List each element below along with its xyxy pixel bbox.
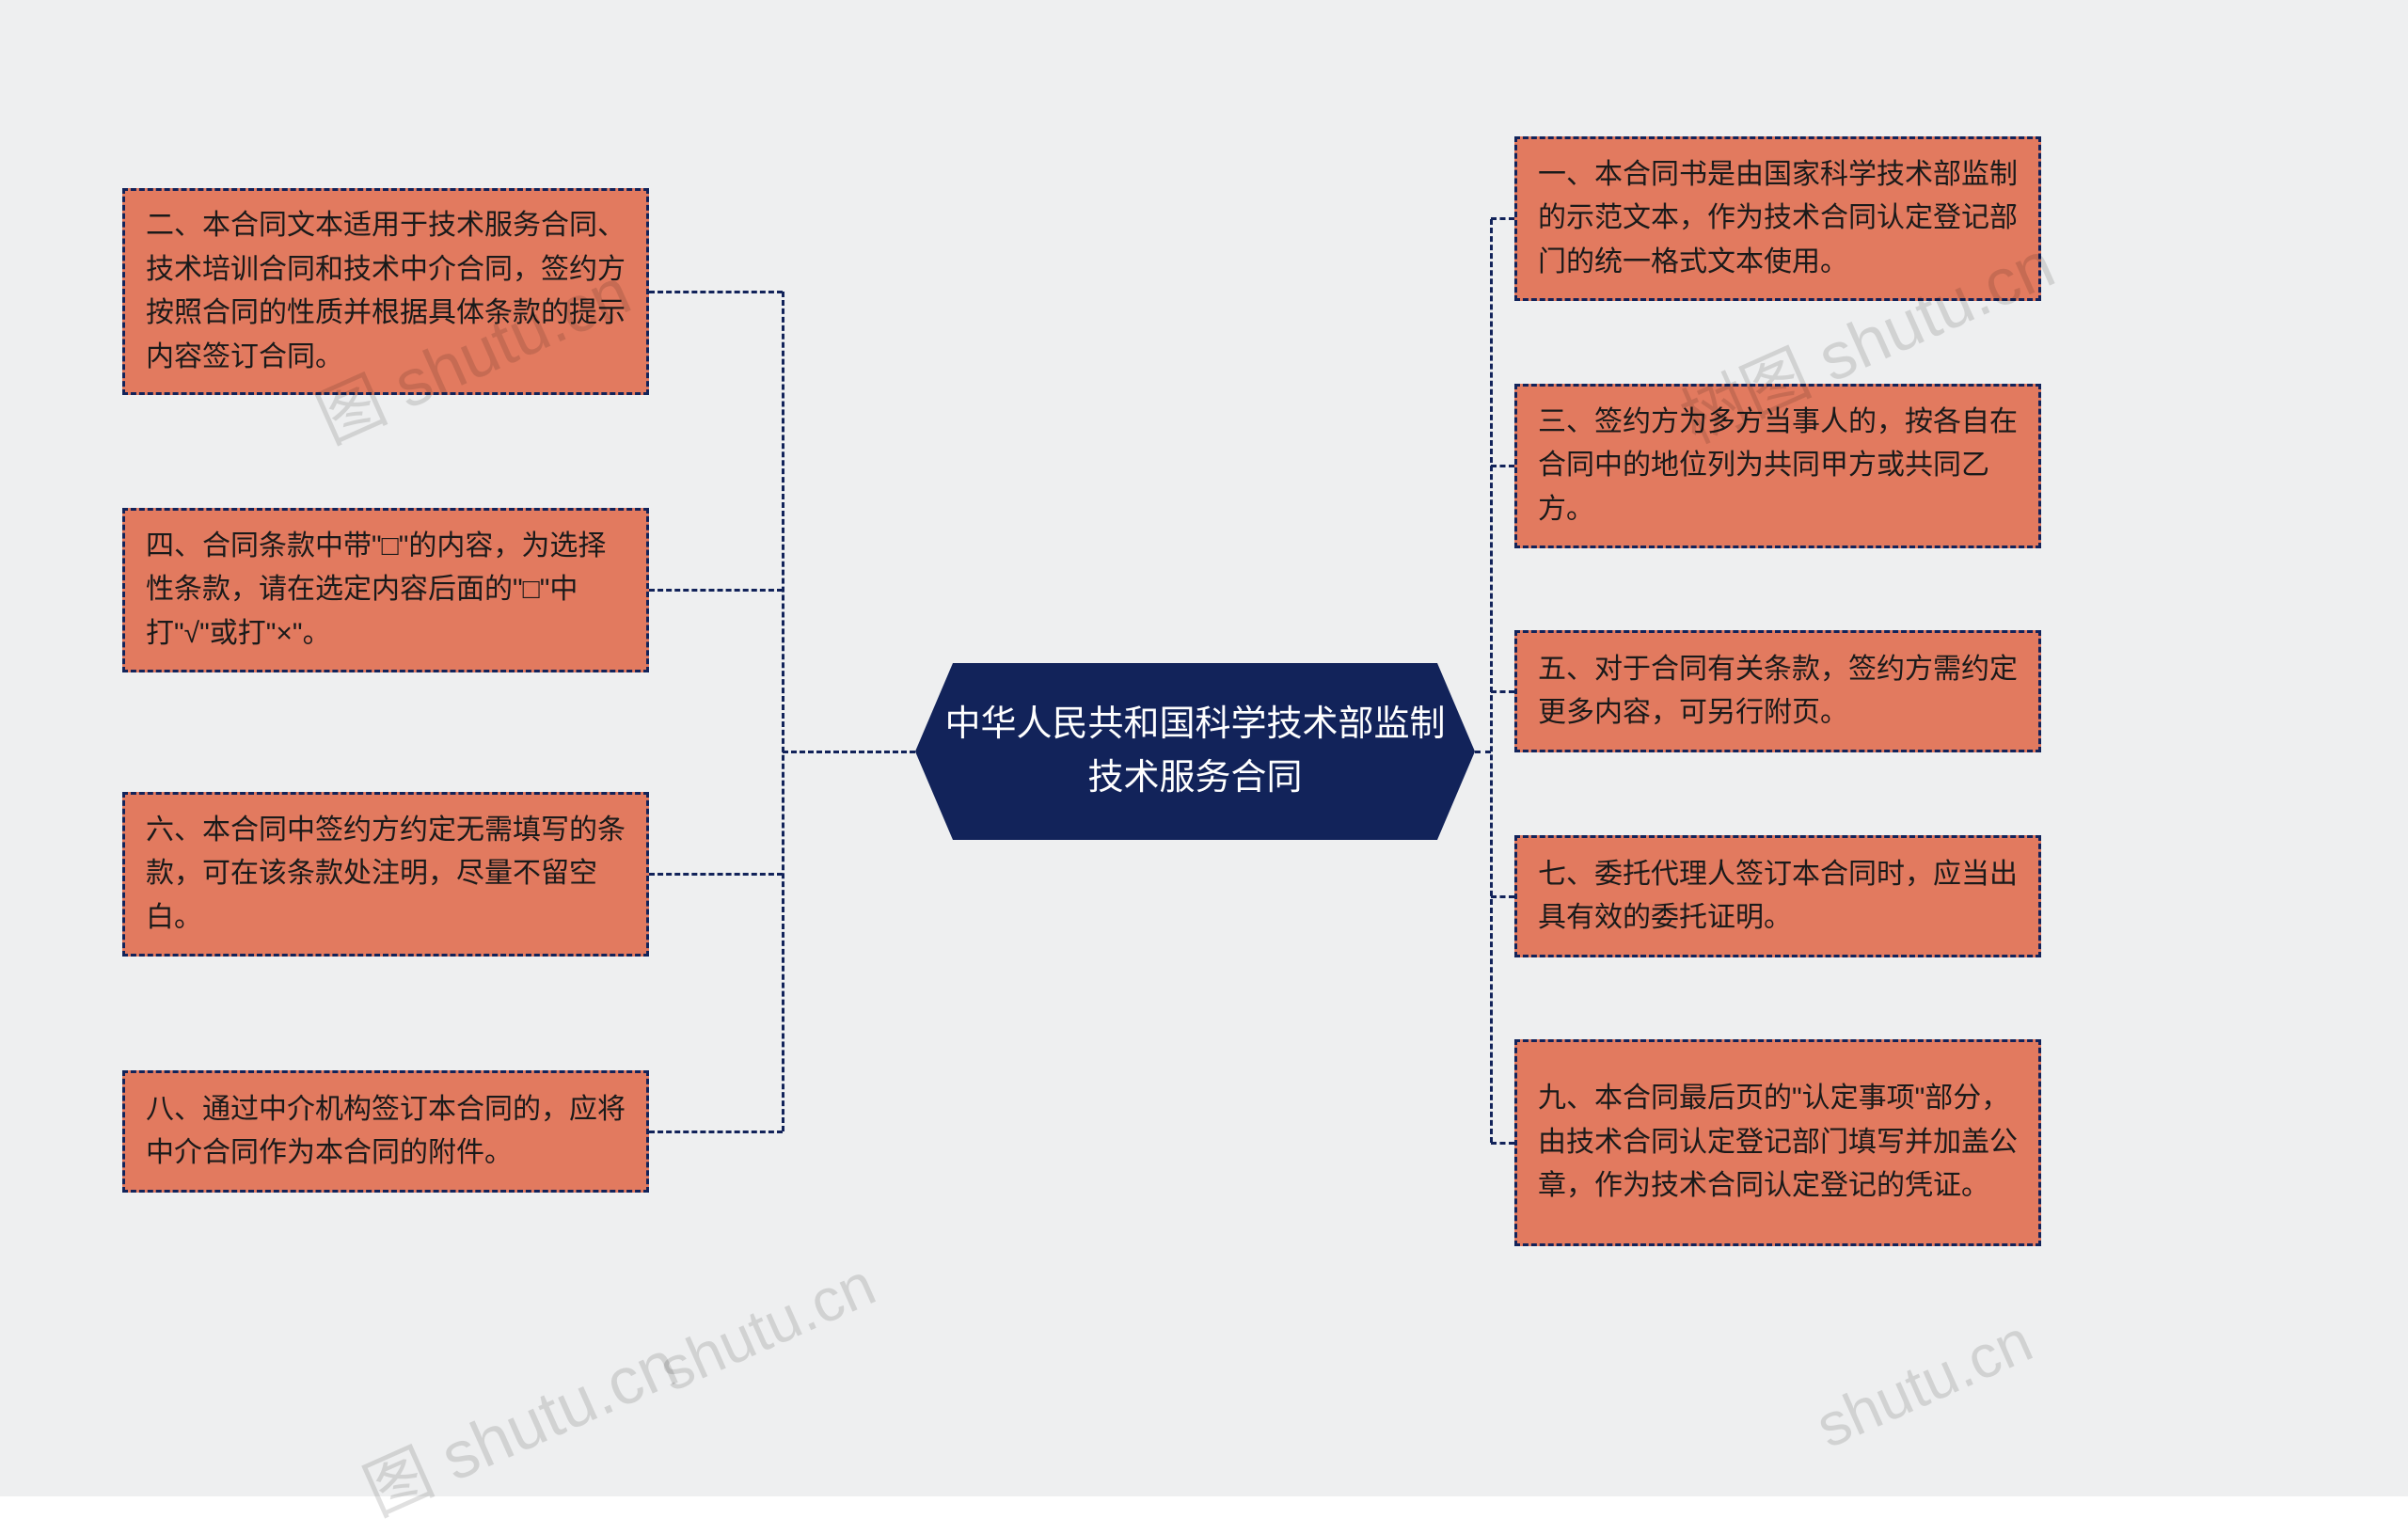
- connector-line: [649, 291, 783, 293]
- connector-line: [1475, 751, 1491, 753]
- watermark: shutu.cn: [649, 1249, 885, 1405]
- leaf-node: 六、本合同中签约方约定无需填写的条款，可在该条款处注明，尽量不留空白。: [122, 792, 649, 957]
- watermark: 图 shutu.cn: [347, 1312, 690, 1534]
- connector-line: [1491, 895, 1514, 898]
- central-node-label: 中华人民共和国科学技术部监制技术服务合同: [943, 698, 1447, 805]
- watermark: shutu.cn: [1806, 1305, 2042, 1462]
- leaf-node-label: 九、本合同最后页的"认定事项"部分，由技术合同认定登记部门填写并加盖公章，作为技…: [1538, 1077, 2018, 1209]
- leaf-node-label: 八、通过中介机构签订本合同的，应将中介合同作为本合同的附件。: [146, 1088, 626, 1176]
- leaf-node-label: 六、本合同中签约方约定无需填写的条款，可在该条款处注明，尽量不留空白。: [146, 809, 626, 941]
- connector-line: [649, 589, 783, 592]
- leaf-node-label: 一、本合同书是由国家科学技术部监制的示范文本，作为技术合同认定登记部门的统一格式…: [1538, 153, 2018, 285]
- leaf-node: 一、本合同书是由国家科学技术部监制的示范文本，作为技术合同认定登记部门的统一格式…: [1514, 136, 2041, 301]
- connector-line: [649, 873, 783, 876]
- leaf-node: 二、本合同文本适用于技术服务合同、技术培训合同和技术中介合同，签约方按照合同的性…: [122, 188, 649, 395]
- connector-line: [1491, 690, 1514, 693]
- leaf-node: 四、合同条款中带"□"的内容，为选择性条款，请在选定内容后面的"□"中打"√"或…: [122, 508, 649, 672]
- mindmap-canvas: 中华人民共和国科学技术部监制技术服务合同 二、本合同文本适用于技术服务合同、技术培…: [0, 0, 2408, 1496]
- leaf-node: 三、签约方为多方当事人的，按各自在合同中的地位列为共同甲方或共同乙方。: [1514, 384, 2041, 548]
- connector-line: [783, 751, 915, 753]
- leaf-node-label: 二、本合同文本适用于技术服务合同、技术培训合同和技术中介合同，签约方按照合同的性…: [146, 204, 626, 379]
- connector-line: [1491, 1142, 1514, 1145]
- leaf-node-label: 三、签约方为多方当事人的，按各自在合同中的地位列为共同甲方或共同乙方。: [1538, 401, 2018, 532]
- leaf-node: 五、对于合同有关条款，签约方需约定更多内容，可另行附页。: [1514, 630, 2041, 752]
- leaf-node: 八、通过中介机构签订本合同的，应将中介合同作为本合同的附件。: [122, 1070, 649, 1193]
- leaf-node-label: 四、合同条款中带"□"的内容，为选择性条款，请在选定内容后面的"□"中打"√"或…: [146, 525, 626, 656]
- connector-line: [782, 292, 784, 1131]
- connector-line: [1491, 217, 1514, 220]
- central-node: 中华人民共和国科学技术部监制技术服务合同: [915, 663, 1475, 840]
- connector-line: [649, 1131, 783, 1133]
- leaf-node: 九、本合同最后页的"认定事项"部分，由技术合同认定登记部门填写并加盖公章，作为技…: [1514, 1039, 2041, 1246]
- connector-line: [1491, 465, 1514, 467]
- leaf-node: 七、委托代理人签订本合同时，应当出具有效的委托证明。: [1514, 835, 2041, 957]
- connector-line: [1490, 219, 1493, 1144]
- leaf-node-label: 五、对于合同有关条款，签约方需约定更多内容，可另行附页。: [1538, 648, 2018, 735]
- leaf-node-label: 七、委托代理人签订本合同时，应当出具有效的委托证明。: [1538, 853, 2018, 941]
